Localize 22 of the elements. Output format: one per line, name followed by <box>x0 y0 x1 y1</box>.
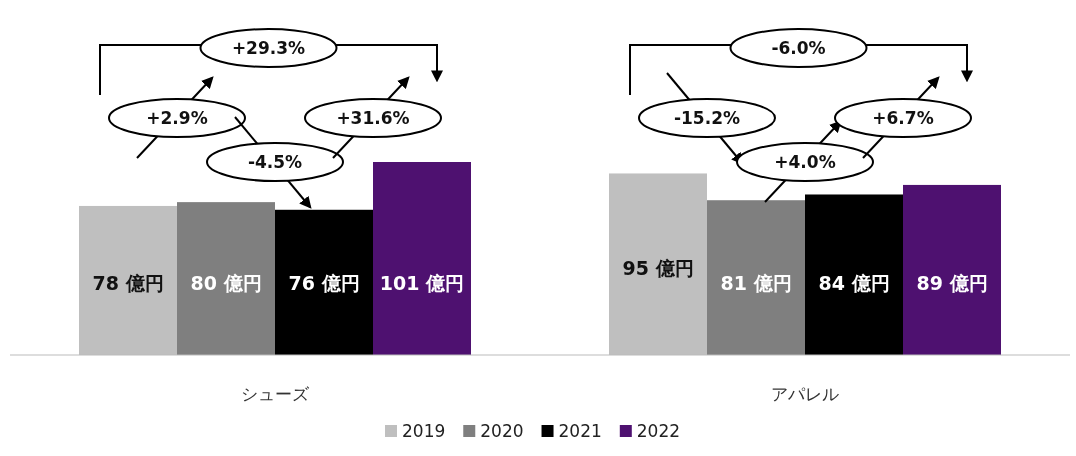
x-tick-label: シューズ <box>241 384 310 404</box>
text: +2.9% <box>146 108 208 128</box>
legend-label: 2019 <box>402 421 446 441</box>
text: -6.0% <box>771 38 826 58</box>
legend-label: 2021 <box>558 421 602 441</box>
data-label: 84 億円 <box>818 272 890 294</box>
legend-label: 2020 <box>480 421 524 441</box>
data-label: 81 億円 <box>720 272 792 294</box>
x-tick-label: アパレル <box>771 384 839 404</box>
data-label: 76 億円 <box>288 272 360 294</box>
data-label: 89 億円 <box>916 272 988 294</box>
data-label: 101 億円 <box>379 272 465 294</box>
legend-label: 2022 <box>636 421 681 441</box>
text: +31.6% <box>336 108 410 128</box>
data-label: 80 億円 <box>190 272 262 294</box>
text: +29.3% <box>231 38 306 58</box>
data-label: 95 億円 <box>622 257 694 279</box>
text: -15.2% <box>673 108 741 128</box>
data-label: 78 億円 <box>92 272 164 294</box>
text: +6.7% <box>872 108 934 128</box>
annotation: +4.0% <box>774 152 836 172</box>
annotation: -4.5% <box>247 152 303 172</box>
